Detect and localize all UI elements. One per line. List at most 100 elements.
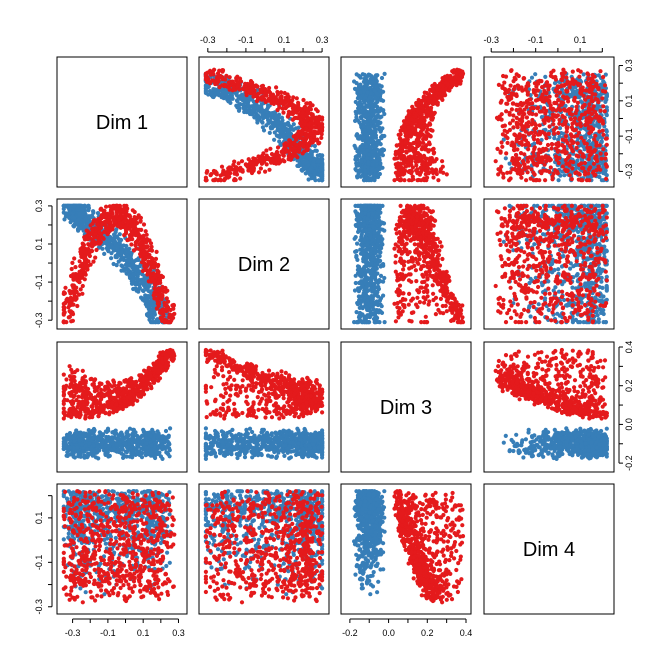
data-point xyxy=(567,153,572,158)
data-point xyxy=(531,170,536,175)
data-point xyxy=(255,120,260,125)
data-point xyxy=(366,125,371,130)
data-point xyxy=(279,129,284,135)
data-point xyxy=(526,110,532,115)
data-point xyxy=(507,112,512,117)
data-point xyxy=(352,86,358,91)
data-point xyxy=(119,268,124,273)
data-point xyxy=(362,72,367,77)
data-point xyxy=(460,69,465,74)
data-point xyxy=(290,117,295,122)
data-point xyxy=(378,120,383,125)
data-point xyxy=(311,162,316,167)
data-point xyxy=(260,112,265,117)
data-point xyxy=(556,97,561,103)
data-point xyxy=(519,175,524,180)
data-point xyxy=(402,158,407,163)
data-point xyxy=(363,172,368,177)
data-point xyxy=(543,178,548,183)
data-point xyxy=(205,79,210,84)
data-point xyxy=(70,260,75,265)
data-point xyxy=(525,170,530,175)
data-point xyxy=(573,127,579,132)
data-point xyxy=(119,254,124,259)
data-point xyxy=(290,98,295,103)
data-point xyxy=(373,133,378,138)
data-point xyxy=(245,109,250,114)
data-point xyxy=(419,178,424,183)
data-point xyxy=(568,132,574,137)
data-point xyxy=(395,173,400,178)
data-point xyxy=(601,170,606,175)
data-point xyxy=(298,117,303,122)
data-point xyxy=(557,155,562,161)
data-point xyxy=(532,141,537,146)
data-point xyxy=(364,79,369,84)
data-point xyxy=(133,267,138,272)
data-point xyxy=(553,74,558,80)
data-point xyxy=(240,95,246,100)
data-point xyxy=(507,178,512,183)
data-point xyxy=(272,116,277,122)
data-point xyxy=(268,146,273,151)
data-point xyxy=(557,117,562,123)
data-point xyxy=(111,261,116,267)
data-point xyxy=(304,101,309,106)
data-point xyxy=(557,90,562,95)
data-point xyxy=(131,286,136,292)
data-point xyxy=(308,107,313,112)
data-point xyxy=(409,178,414,183)
data-point xyxy=(91,210,96,215)
data-point xyxy=(398,132,403,137)
data-point xyxy=(206,92,211,97)
data-point xyxy=(511,125,516,130)
data-point xyxy=(285,97,290,102)
data-point xyxy=(426,97,431,103)
data-point xyxy=(604,142,609,147)
data-point xyxy=(375,141,380,146)
data-point xyxy=(370,129,375,134)
data-point xyxy=(378,98,384,103)
data-point xyxy=(301,140,306,145)
data-point xyxy=(543,115,549,120)
data-point xyxy=(317,153,322,158)
data-point xyxy=(237,87,242,92)
data-point xyxy=(511,147,517,152)
data-point xyxy=(256,170,262,175)
data-point xyxy=(232,177,237,182)
data-point xyxy=(503,91,508,96)
data-point xyxy=(547,124,552,129)
data-point xyxy=(574,145,579,150)
data-point xyxy=(496,117,501,122)
data-point xyxy=(505,135,510,141)
data-point xyxy=(557,134,562,139)
data-point xyxy=(548,73,554,78)
data-point xyxy=(304,112,309,117)
data-point xyxy=(584,80,589,85)
data-point xyxy=(234,76,239,81)
data-point xyxy=(316,141,321,146)
data-point xyxy=(313,148,318,153)
data-point xyxy=(422,90,427,95)
data-point xyxy=(565,140,570,146)
data-point xyxy=(554,125,559,130)
data-point xyxy=(559,149,565,154)
data-point xyxy=(302,122,307,127)
data-point xyxy=(239,159,245,164)
data-point xyxy=(418,170,423,175)
data-point xyxy=(259,102,264,107)
data-point xyxy=(556,160,561,166)
data-point xyxy=(362,106,367,111)
data-point xyxy=(282,90,287,96)
data-point xyxy=(307,156,312,161)
data-point xyxy=(560,113,565,119)
data-point xyxy=(603,156,608,161)
data-point xyxy=(286,128,291,133)
data-point xyxy=(288,124,294,130)
data-point xyxy=(421,153,427,158)
data-point xyxy=(296,106,302,111)
data-point xyxy=(236,94,241,100)
data-point xyxy=(502,87,508,92)
data-point xyxy=(370,76,375,81)
data-point xyxy=(267,130,272,135)
